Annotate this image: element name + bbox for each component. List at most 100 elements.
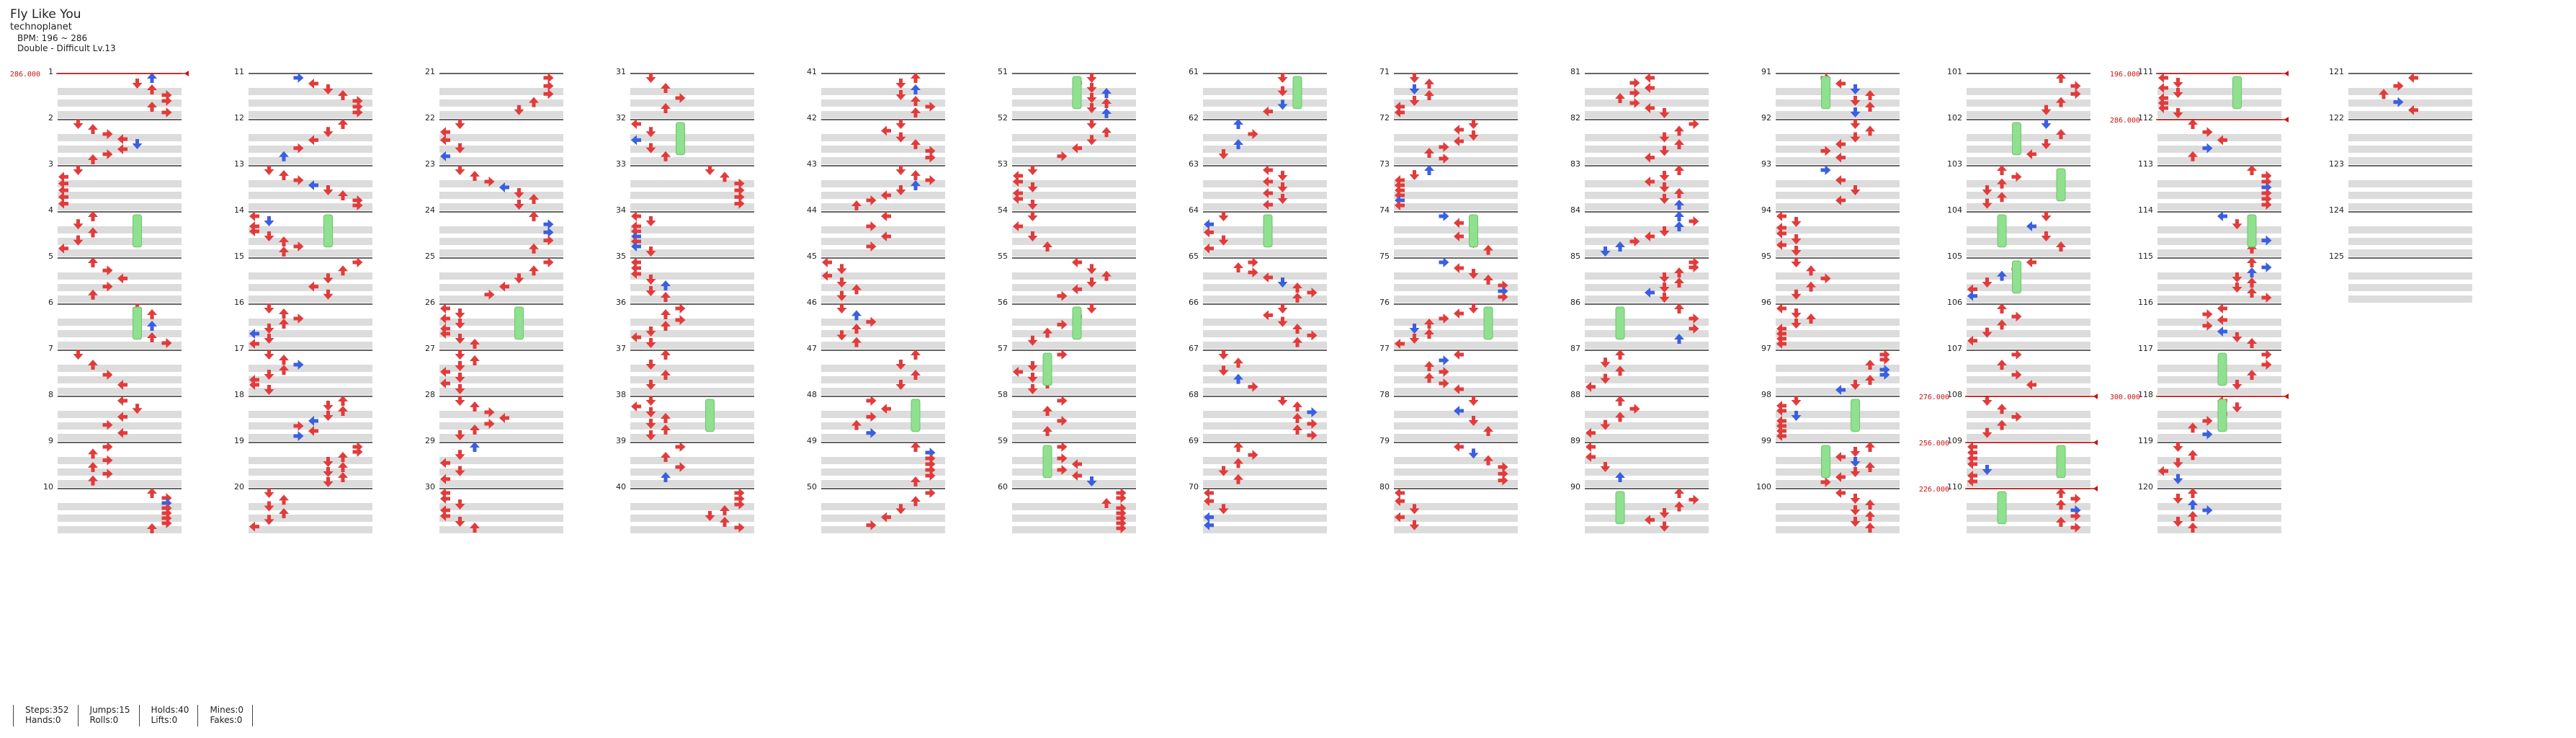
measure-97: 97 [1761,344,1900,395]
measure-number: 68 [1189,390,1199,399]
beat-stripe [1585,295,1709,303]
measure-96: 96 [1761,298,1900,349]
note-arrow [440,378,450,388]
measure-number: 91 [1761,67,1771,76]
hold-note [2217,352,2227,386]
measure-12: 12 [234,113,372,164]
measure-30: 30 [425,482,563,533]
measure-number: 106 [1947,298,1962,307]
hold-note [2012,260,2021,294]
note-arrow [323,467,334,477]
note-arrow [661,280,671,290]
measure-number: 88 [1570,390,1580,399]
note-arrow [1776,334,1786,344]
beat-stripe [2157,515,2281,522]
note-arrow [1483,244,1493,255]
measure-119: 119 [2138,436,2281,487]
beat-stripe [1394,515,1518,522]
beat-stripe [630,146,754,153]
note-arrow [1086,93,1097,103]
note-arrow [911,139,921,149]
note-arrow [925,175,936,185]
measure-number: 92 [1761,113,1771,123]
note-arrow [323,289,334,300]
note-arrow [1967,476,1977,486]
note-arrow [102,455,113,466]
note-arrow [514,188,524,198]
measure-17: 17 [234,344,372,395]
measure-number: 117 [2138,344,2153,353]
beat-stripe [249,146,372,153]
note-arrow [1468,119,1479,129]
beat-stripe [630,295,754,303]
beat-stripe [439,238,563,245]
note-arrow [631,119,641,129]
beat-stripe [2348,192,2472,199]
note-arrow [529,265,539,276]
beat-stripe [58,192,182,199]
beat-stripe [821,503,945,510]
note-arrow [1498,462,1508,472]
note-arrow [102,281,113,292]
note-arrow [440,314,450,324]
beat-stripe [249,365,372,372]
note-arrow [1439,142,1449,152]
beat-stripe [58,480,182,487]
note-arrow [1072,143,1082,154]
note-arrow [1263,272,1273,283]
measure-number: 29 [425,436,435,445]
note-arrow [514,200,524,210]
song-artist: technoplanet [10,22,72,32]
note-arrow [352,96,363,106]
note-arrow [675,93,686,103]
measure-number: 119 [2138,436,2153,445]
note-arrow [58,243,68,254]
beat-stripe [1585,226,1709,234]
note-arrow [1395,185,1405,195]
note-arrow [734,488,745,498]
beat-stripe [1585,134,1709,141]
beat-stripe [249,192,372,199]
beat-stripe [1776,134,1900,141]
note-arrow [102,149,113,159]
note-arrow [1659,171,1670,181]
note-arrow [1468,416,1479,426]
measure-4: 4 [48,205,182,257]
note-arrow [1042,426,1052,436]
measure-number: 102 [1947,113,1962,123]
measure-80: 80 [1379,482,1518,533]
beat-stripe [58,203,182,210]
note-arrow [1277,316,1288,327]
measure-115: 115 [2138,252,2281,303]
note-arrow [911,170,921,180]
note-arrow [161,96,172,106]
note-arrow [308,281,318,292]
note-arrow [1248,257,1258,267]
note-arrow [1292,424,1302,435]
note-arrow [352,442,363,452]
measure-34: 34 [616,205,754,257]
measure-94: 94 [1761,205,1900,257]
beat-stripe [630,249,754,257]
note-arrow [1850,467,1861,477]
measure-36: 36 [616,298,754,349]
note-arrow [675,303,686,314]
note-arrow [1233,357,1243,368]
measure-10: 10 [43,482,182,533]
beat-stripe [439,457,563,464]
note-arrow [631,226,641,236]
measure-50: 50 [807,482,945,533]
note-arrow [264,231,274,241]
note-arrow [279,246,289,257]
beat-stripe [2348,249,2472,257]
beat-stripe [439,434,563,441]
beat-stripe [439,157,563,164]
measure-76: 76 [1379,298,1518,349]
beat-stripe [1776,284,1900,291]
note-arrow [1439,154,1449,164]
measure-number: 33 [616,159,626,169]
measure-13: 13 [234,159,372,210]
note-arrow [1659,283,1670,293]
hold-note [1469,214,1478,248]
beat-stripe [249,249,372,257]
